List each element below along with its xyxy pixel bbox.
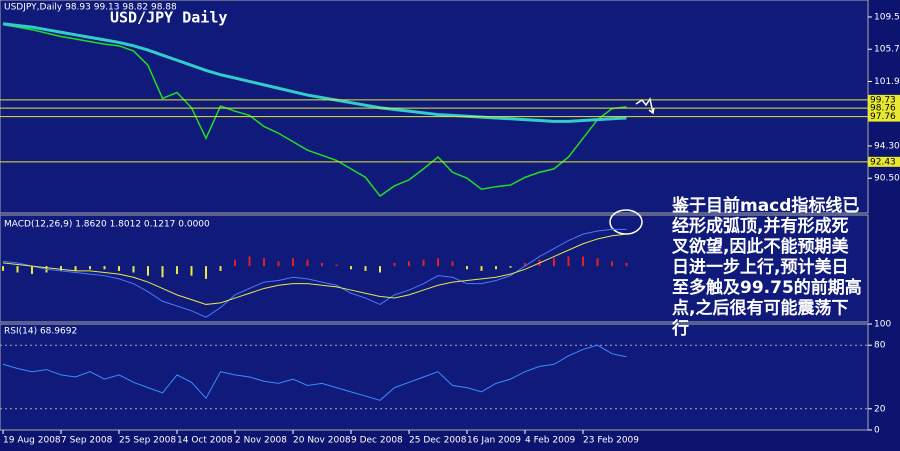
histogram-bar (248, 256, 251, 267)
level-tag (868, 111, 900, 122)
y-tick-label: 109.50 (874, 12, 900, 22)
x-tick-label: 7 Sep 2008 (61, 436, 113, 446)
histogram-bar (582, 256, 584, 267)
y-tick-label: 101.90 (874, 77, 900, 87)
arrow (635, 97, 655, 115)
price-line (2, 23, 627, 198)
histogram-bar (451, 261, 454, 267)
histogram-bar (176, 266, 178, 275)
histogram-bar (567, 256, 570, 267)
histogram-bar (118, 266, 120, 271)
histogram-bar (292, 258, 294, 267)
histogram-bar (379, 266, 381, 273)
histogram-bar (422, 259, 425, 267)
signal-line (2, 233, 627, 305)
annotation: 日进一步上行,预计美日 (672, 257, 848, 278)
rsi-panel (0, 323, 869, 431)
histogram-bar (219, 266, 222, 271)
price-panel (0, 0, 869, 214)
histogram-bar (509, 266, 512, 268)
y-tick-label: 90.50 (874, 174, 900, 184)
histogram-bar (625, 262, 628, 267)
histogram-bar (393, 262, 396, 267)
level-label: 92.43 (870, 157, 896, 167)
histogram-bar (2, 266, 4, 271)
level-label: 97.76 (870, 112, 896, 122)
annotation: 经形成弧顶,并有形成死 (672, 216, 848, 237)
histogram-bar (596, 258, 599, 267)
x-tick-label: 23 Feb 2009 (583, 436, 639, 446)
x-tick-label: 25 Dec 2008 (409, 436, 467, 446)
histogram-bar (89, 266, 91, 270)
histogram-bar (74, 266, 77, 271)
annotation: 至多触及99.75的前期高 (672, 277, 862, 298)
rsi-line (2, 344, 627, 401)
x-tick-label: 9 Dec 2008 (351, 436, 403, 446)
x-tick-label: 2 Nov 2008 (235, 436, 287, 446)
y-tick-label: 20 (874, 404, 886, 414)
histogram-bar (553, 258, 555, 267)
histogram-bar (495, 266, 497, 270)
histogram-bar (466, 266, 468, 270)
level-label: 98.76 (870, 104, 896, 114)
histogram-bar (263, 258, 265, 267)
histogram-bar (60, 266, 62, 271)
histogram-bar (277, 261, 280, 267)
histogram-bar (147, 266, 149, 276)
y-tick-label: 105.70 (874, 45, 900, 55)
histogram-bar (31, 266, 33, 275)
x-tick-label: 4 Feb 2009 (525, 436, 576, 446)
level-tag (868, 94, 900, 105)
y-tick-label: 94.30 (874, 141, 900, 151)
histogram-bar (321, 262, 323, 267)
level-tag (868, 103, 900, 114)
histogram-bar (190, 266, 193, 276)
annotation: 鉴于目前macd指标线已 (671, 195, 859, 216)
moving-average (2, 22, 627, 123)
x-tick-label: 25 Sep 2008 (119, 436, 176, 446)
histogram-bar (306, 259, 309, 267)
histogram-bar (234, 259, 236, 267)
histogram-bar (611, 261, 613, 267)
annotation: 叉欲望,因此不能预期美 (671, 236, 849, 257)
histogram-bar (408, 261, 410, 267)
x-tick-label: 19 Aug 2008 (3, 436, 61, 446)
histogram-bar (335, 264, 338, 267)
histogram-bar (350, 266, 352, 270)
histogram-bar (205, 266, 207, 279)
histogram-bar (524, 262, 526, 267)
level-tag (868, 156, 900, 167)
histogram-bar (132, 266, 135, 273)
histogram-bar (16, 266, 19, 273)
y-tick-label: 0 (874, 426, 880, 436)
x-tick-label: 14 Oct 2008 (177, 436, 233, 446)
x-tick-label: 20 Nov 2008 (293, 436, 351, 446)
histogram-bar (364, 266, 367, 271)
y-tick-label: 80 (874, 341, 886, 351)
histogram-bar (480, 266, 483, 271)
chart-title: USD/JPY Daily (110, 9, 227, 27)
symbol-info: USDJPY,Daily 98.93 99.13 98.82 98.88 (4, 3, 177, 13)
macd-panel (0, 214, 869, 323)
rsi-title: RSI(14) 68.9692 (4, 327, 77, 337)
histogram-bar (161, 266, 164, 278)
level-label: 99.73 (870, 95, 896, 105)
annotation: 行 (671, 318, 689, 339)
annotation: 点,之后很有可能震荡下 (672, 298, 848, 319)
macd-title: MACD(12,26,9) 1.8620 1.8012 0.1217 0.000… (4, 220, 210, 230)
histogram-bar (103, 266, 106, 270)
y-tick-label: 100 (874, 320, 891, 330)
macd-line (2, 228, 627, 318)
x-tick-label: 16 Jan 2009 (467, 436, 521, 446)
histogram-bar (437, 258, 439, 267)
